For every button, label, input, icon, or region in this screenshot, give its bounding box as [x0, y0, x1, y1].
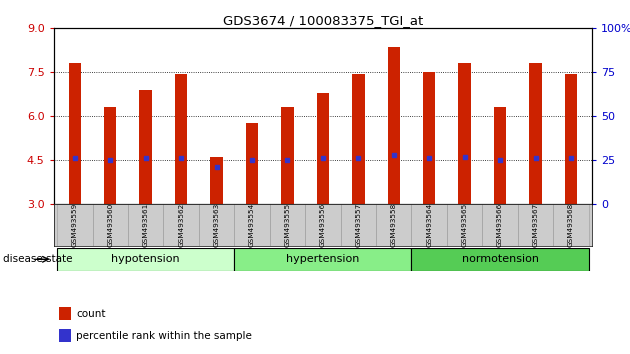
Bar: [423, 72, 435, 204]
Text: GSM493554: GSM493554: [249, 202, 255, 247]
Bar: [175, 74, 187, 204]
Bar: [234, 204, 270, 246]
Bar: [494, 107, 507, 204]
Bar: [564, 74, 577, 204]
Bar: [483, 204, 518, 246]
Text: count: count: [76, 309, 106, 319]
Bar: [139, 90, 152, 204]
Text: GSM493568: GSM493568: [568, 202, 574, 247]
Bar: [411, 248, 588, 271]
Bar: [317, 93, 329, 204]
Bar: [447, 204, 483, 246]
Bar: [199, 204, 234, 246]
Text: GSM493564: GSM493564: [426, 202, 432, 247]
Title: GDS3674 / 100083375_TGI_at: GDS3674 / 100083375_TGI_at: [223, 14, 423, 27]
Bar: [93, 204, 128, 246]
Bar: [246, 123, 258, 204]
Bar: [210, 157, 223, 204]
Bar: [352, 74, 365, 204]
Bar: [305, 204, 341, 246]
Text: hypertension: hypertension: [286, 254, 360, 264]
Bar: [459, 63, 471, 204]
Text: GSM493559: GSM493559: [72, 202, 78, 247]
Bar: [529, 63, 542, 204]
Text: GSM493565: GSM493565: [462, 202, 467, 247]
Bar: [57, 248, 234, 271]
Text: GSM493560: GSM493560: [107, 202, 113, 247]
Bar: [104, 107, 117, 204]
Bar: [163, 204, 199, 246]
Bar: [553, 204, 588, 246]
Text: GSM493557: GSM493557: [355, 202, 362, 247]
Bar: [270, 204, 305, 246]
Text: normotension: normotension: [462, 254, 539, 264]
Bar: [128, 204, 163, 246]
Text: GSM493562: GSM493562: [178, 202, 184, 247]
Text: hypotension: hypotension: [112, 254, 180, 264]
Bar: [69, 63, 81, 204]
Bar: [57, 204, 93, 246]
Bar: [59, 307, 71, 320]
Text: disease state: disease state: [3, 254, 72, 264]
Bar: [234, 248, 411, 271]
Bar: [341, 204, 376, 246]
Text: percentile rank within the sample: percentile rank within the sample: [76, 331, 252, 341]
Bar: [411, 204, 447, 246]
Text: GSM493556: GSM493556: [320, 202, 326, 247]
Text: GSM493563: GSM493563: [214, 202, 220, 247]
Bar: [518, 204, 553, 246]
Bar: [281, 107, 294, 204]
Text: GSM493567: GSM493567: [532, 202, 539, 247]
Bar: [59, 329, 71, 342]
Bar: [387, 47, 400, 204]
Bar: [376, 204, 411, 246]
Text: GSM493566: GSM493566: [497, 202, 503, 247]
Text: GSM493555: GSM493555: [284, 202, 290, 247]
Text: GSM493558: GSM493558: [391, 202, 397, 247]
Text: GSM493561: GSM493561: [142, 202, 149, 247]
